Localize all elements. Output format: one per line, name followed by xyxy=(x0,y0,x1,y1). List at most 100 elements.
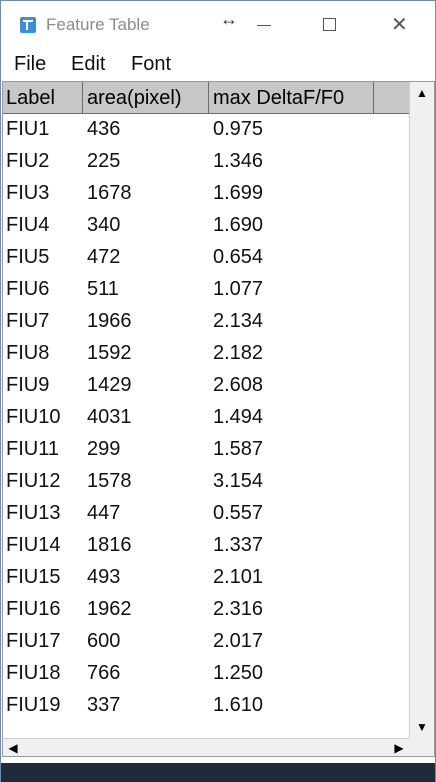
cell-label: FIU11 xyxy=(6,438,59,460)
minimize-button[interactable] xyxy=(241,5,287,45)
menu-edit[interactable]: Edit xyxy=(71,53,106,75)
cell-max-deltaf: 1.346 xyxy=(213,150,264,172)
cell-max-deltaf: 2.017 xyxy=(213,630,264,652)
table-row[interactable]: FIU3 1678 1.699 xyxy=(3,178,409,210)
cell-area: 1578 xyxy=(87,470,132,492)
cell-label: FIU4 xyxy=(6,214,50,236)
maximize-button[interactable] xyxy=(307,5,353,45)
cell-max-deltaf: 1.587 xyxy=(213,438,264,460)
cell-label: FIU9 xyxy=(6,374,50,396)
table-row[interactable]: FIU8 1592 2.182 xyxy=(3,338,409,370)
scroll-right-button[interactable]: ▶ xyxy=(394,741,404,755)
app-icon xyxy=(20,17,36,33)
menu-bar: File Edit Font xyxy=(1,49,435,81)
cell-area: 511 xyxy=(87,278,119,300)
horizontal-scrollbar[interactable]: ◀ ▶ xyxy=(3,738,409,756)
cell-area: 1429 xyxy=(87,374,132,396)
cell-label: FIU5 xyxy=(6,246,50,268)
cell-max-deltaf: 1.610 xyxy=(213,694,264,716)
table-row[interactable]: FIU4 340 1.690 xyxy=(3,210,409,242)
cell-label: FIU19 xyxy=(6,694,61,716)
minimize-icon xyxy=(257,25,271,26)
table-row[interactable]: FIU6 511 1.077 xyxy=(3,274,409,306)
cell-area: 600 xyxy=(87,630,121,652)
table-row[interactable]: FIU18 766 1.250 xyxy=(3,658,409,690)
column-header-max-deltaf[interactable]: max DeltaF/F0 xyxy=(209,82,374,113)
cell-area: 436 xyxy=(87,118,121,140)
vertical-scrollbar[interactable]: ▲ ▼ xyxy=(409,82,434,738)
cell-area: 299 xyxy=(87,438,121,460)
cell-area: 1966 xyxy=(87,310,132,332)
table-row[interactable]: FIU15 493 2.101 xyxy=(3,562,409,594)
cell-max-deltaf: 0.975 xyxy=(213,118,264,140)
cell-label: FIU2 xyxy=(6,150,50,172)
window-title: Feature Table xyxy=(46,15,150,34)
cell-label: FIU14 xyxy=(6,534,61,556)
cell-label: FIU17 xyxy=(6,630,61,652)
table-body: FIU1 436 0.975 FIU2 225 1.346 FIU3 1678 1.699 FIU… xyxy=(3,114,409,722)
cell-area: 493 xyxy=(87,566,121,588)
cell-label: FIU16 xyxy=(6,598,61,620)
scroll-down-button[interactable]: ▼ xyxy=(416,720,428,734)
cell-label: FIU8 xyxy=(6,342,50,364)
cell-area: 340 xyxy=(87,214,121,236)
table-row[interactable]: FIU11 299 1.587 xyxy=(3,434,409,466)
table-row[interactable]: FIU19 337 1.610 xyxy=(3,690,409,722)
table-row[interactable]: FIU5 472 0.654 xyxy=(3,242,409,274)
cell-max-deltaf: 2.101 xyxy=(213,566,264,588)
table-header: Label area(pixel) max DeltaF/F0 xyxy=(3,82,409,114)
menu-font[interactable]: Font xyxy=(131,53,172,75)
cell-max-deltaf: 2.316 xyxy=(213,598,264,620)
cell-max-deltaf: 1.699 xyxy=(213,182,264,204)
table-row[interactable]: FIU14 1816 1.337 xyxy=(3,530,409,562)
cell-max-deltaf: 2.608 xyxy=(213,374,264,396)
taskbar-strip xyxy=(1,763,435,782)
cell-max-deltaf: 1.494 xyxy=(213,406,264,428)
maximize-icon xyxy=(323,18,336,31)
cell-label: FIU6 xyxy=(6,278,50,300)
cell-max-deltaf: 0.654 xyxy=(213,246,264,268)
close-button[interactable]: ✕ xyxy=(377,5,423,45)
cell-area: 1816 xyxy=(87,534,132,556)
table-row[interactable]: FIU17 600 2.017 xyxy=(3,626,409,658)
scroll-left-button[interactable]: ◀ xyxy=(8,741,18,755)
cell-max-deltaf: 0.557 xyxy=(213,502,264,524)
cell-label: FIU1 xyxy=(6,118,50,140)
column-header-empty[interactable] xyxy=(374,82,409,113)
cell-area: 447 xyxy=(87,502,121,524)
cell-label: FIU15 xyxy=(6,566,61,588)
cell-label: FIU12 xyxy=(6,470,61,492)
cell-max-deltaf: 1.077 xyxy=(213,278,264,300)
feature-table: Label area(pixel) max DeltaF/F0 FIU1 436 0… xyxy=(2,81,435,757)
cell-area: 1592 xyxy=(87,342,132,364)
title-bar[interactable]: Feature Table ↔ ✕ xyxy=(1,1,435,48)
cell-area: 1962 xyxy=(87,598,132,620)
table-row[interactable]: FIU2 225 1.346 xyxy=(3,146,409,178)
column-header-label[interactable]: Label xyxy=(3,82,83,113)
table-row[interactable]: FIU1 436 0.975 xyxy=(3,114,409,146)
cell-max-deltaf: 1.337 xyxy=(213,534,264,556)
table-row[interactable]: FIU12 1578 3.154 xyxy=(3,466,409,498)
table-row[interactable]: FIU13 447 0.557 xyxy=(3,498,409,530)
cell-max-deltaf: 3.154 xyxy=(213,470,264,492)
table-row[interactable]: FIU9 1429 2.608 xyxy=(3,370,409,402)
menu-file[interactable]: File xyxy=(14,53,47,75)
cell-label: FIU10 xyxy=(6,406,61,428)
cell-area: 337 xyxy=(87,694,121,716)
cell-area: 766 xyxy=(87,662,121,684)
table-row[interactable]: FIU7 1966 2.134 xyxy=(3,306,409,338)
scroll-up-button[interactable]: ▲ xyxy=(416,86,428,100)
cell-label: FIU7 xyxy=(6,310,50,332)
cell-max-deltaf: 2.182 xyxy=(213,342,264,364)
cell-area: 472 xyxy=(87,246,121,268)
close-icon: ✕ xyxy=(391,14,408,36)
cell-area: 1678 xyxy=(87,182,132,204)
column-header-area[interactable]: area(pixel) xyxy=(83,82,209,113)
table-row[interactable]: FIU16 1962 2.316 xyxy=(3,594,409,626)
cell-label: FIU13 xyxy=(6,502,61,524)
cell-area: 225 xyxy=(87,150,121,172)
cell-area: 4031 xyxy=(87,406,132,428)
cell-label: FIU3 xyxy=(6,182,50,204)
table-row[interactable]: FIU10 4031 1.494 xyxy=(3,402,409,434)
